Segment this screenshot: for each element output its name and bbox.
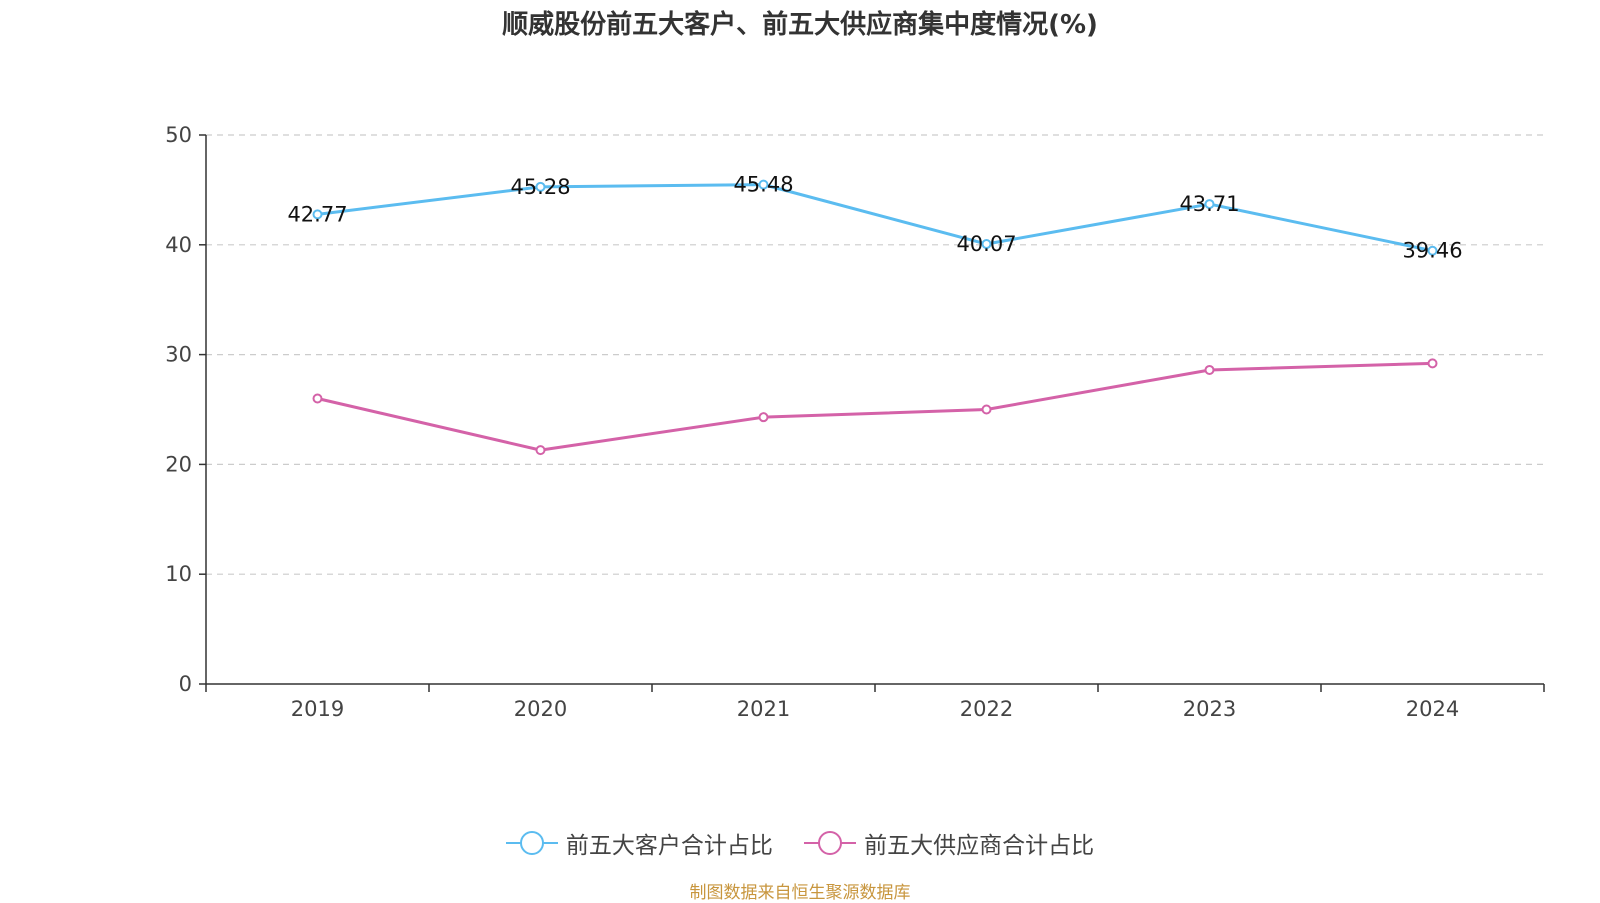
legend-marker-icon <box>505 830 558 856</box>
data-label: 39.46 <box>1402 239 1462 263</box>
y-tick-label: 0 <box>179 672 192 696</box>
x-tick-label: 2022 <box>960 697 1013 721</box>
source-note: 制图数据来自恒生聚源数据库 <box>689 883 911 903</box>
x-tick-label: 2024 <box>1406 697 1459 721</box>
data-point <box>535 181 546 192</box>
grid-lines <box>206 134 1544 575</box>
data-point <box>1204 199 1215 210</box>
data-point <box>758 412 769 423</box>
data-point <box>758 179 769 190</box>
series-lines <box>312 179 1438 456</box>
legend-item-customers[interactable]: 前五大客户合计占比 <box>505 826 773 860</box>
data-point <box>981 404 992 415</box>
axes: 0 10 20 30 40 50 2019 2020 2021 2022 2023 2024 <box>165 123 1545 721</box>
legend: 前五大客户合计占比 前五大供应商合计占比 <box>0 826 1600 860</box>
x-tick-label: 2019 <box>291 697 344 721</box>
chart-title: 顺威股份前五大客户、前五大供应商集中度情况(%) <box>502 10 1098 40</box>
data-label: 45.48 <box>733 173 793 197</box>
data-label: 43.71 <box>1179 192 1239 216</box>
data-label: 45.28 <box>510 175 570 199</box>
legend-marker-icon <box>804 830 857 856</box>
legend-label: 前五大客户合计占比 <box>565 833 773 859</box>
y-tick-label: 20 <box>165 452 192 476</box>
data-point <box>1427 245 1438 256</box>
data-label: 40.07 <box>956 232 1016 256</box>
legend-label: 前五大供应商合计占比 <box>864 833 1095 859</box>
data-label: 42.77 <box>287 202 347 226</box>
data-point <box>1204 364 1215 375</box>
data-point <box>312 393 323 404</box>
series-line-2 <box>317 361 1433 452</box>
data-point <box>981 239 992 250</box>
y-tick-label: 10 <box>165 562 192 586</box>
x-tick-label: 2023 <box>1183 697 1236 721</box>
series-line-1 <box>317 183 1433 253</box>
data-labels: 42.77 45.28 45.48 40.07 43.71 39.46 <box>287 173 1462 263</box>
data-point <box>1427 358 1438 369</box>
data-point <box>312 209 323 220</box>
x-tick-label: 2021 <box>737 697 790 721</box>
x-tick-label: 2020 <box>514 697 567 721</box>
y-tick-label: 40 <box>165 233 192 257</box>
y-tick-label: 30 <box>165 343 192 367</box>
y-tick-label: 50 <box>165 123 192 147</box>
legend-item-suppliers[interactable]: 前五大供应商合计占比 <box>804 826 1094 860</box>
data-point <box>535 445 546 456</box>
